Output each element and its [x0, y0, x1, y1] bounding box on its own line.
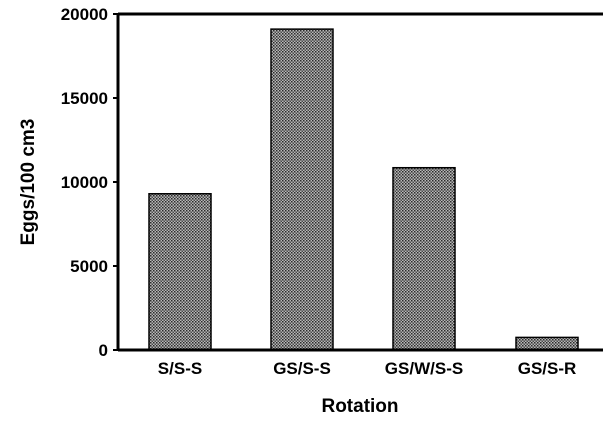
bar-gs-s-s	[270, 28, 334, 351]
x-ticks-group: S/S-S GS/S-S GS/W/S-S GS/S-R	[158, 359, 576, 378]
bar-s-s-s	[148, 193, 212, 351]
bar-gs-w-s-s	[392, 166, 456, 351]
y-ticks-group: 0 5000 10000 15000 20000	[61, 5, 118, 360]
y-axis-title: Eggs/100 cm3	[18, 119, 39, 246]
x-tick-label: GS/S-S	[273, 359, 331, 378]
y-tick-label: 0	[99, 341, 108, 360]
bars-group	[148, 28, 579, 351]
x-tick-label: GS/W/S-S	[385, 359, 463, 378]
x-axis-title: Rotation	[321, 396, 398, 417]
y-tick-label: 10000	[61, 173, 108, 192]
bar-gs-s-r	[515, 336, 579, 351]
y-tick-label: 20000	[61, 5, 108, 24]
y-tick-label: 5000	[70, 257, 108, 276]
x-tick-label: GS/S-R	[518, 359, 577, 378]
x-tick-label: S/S-S	[158, 359, 202, 378]
y-tick-label: 15000	[61, 89, 108, 108]
